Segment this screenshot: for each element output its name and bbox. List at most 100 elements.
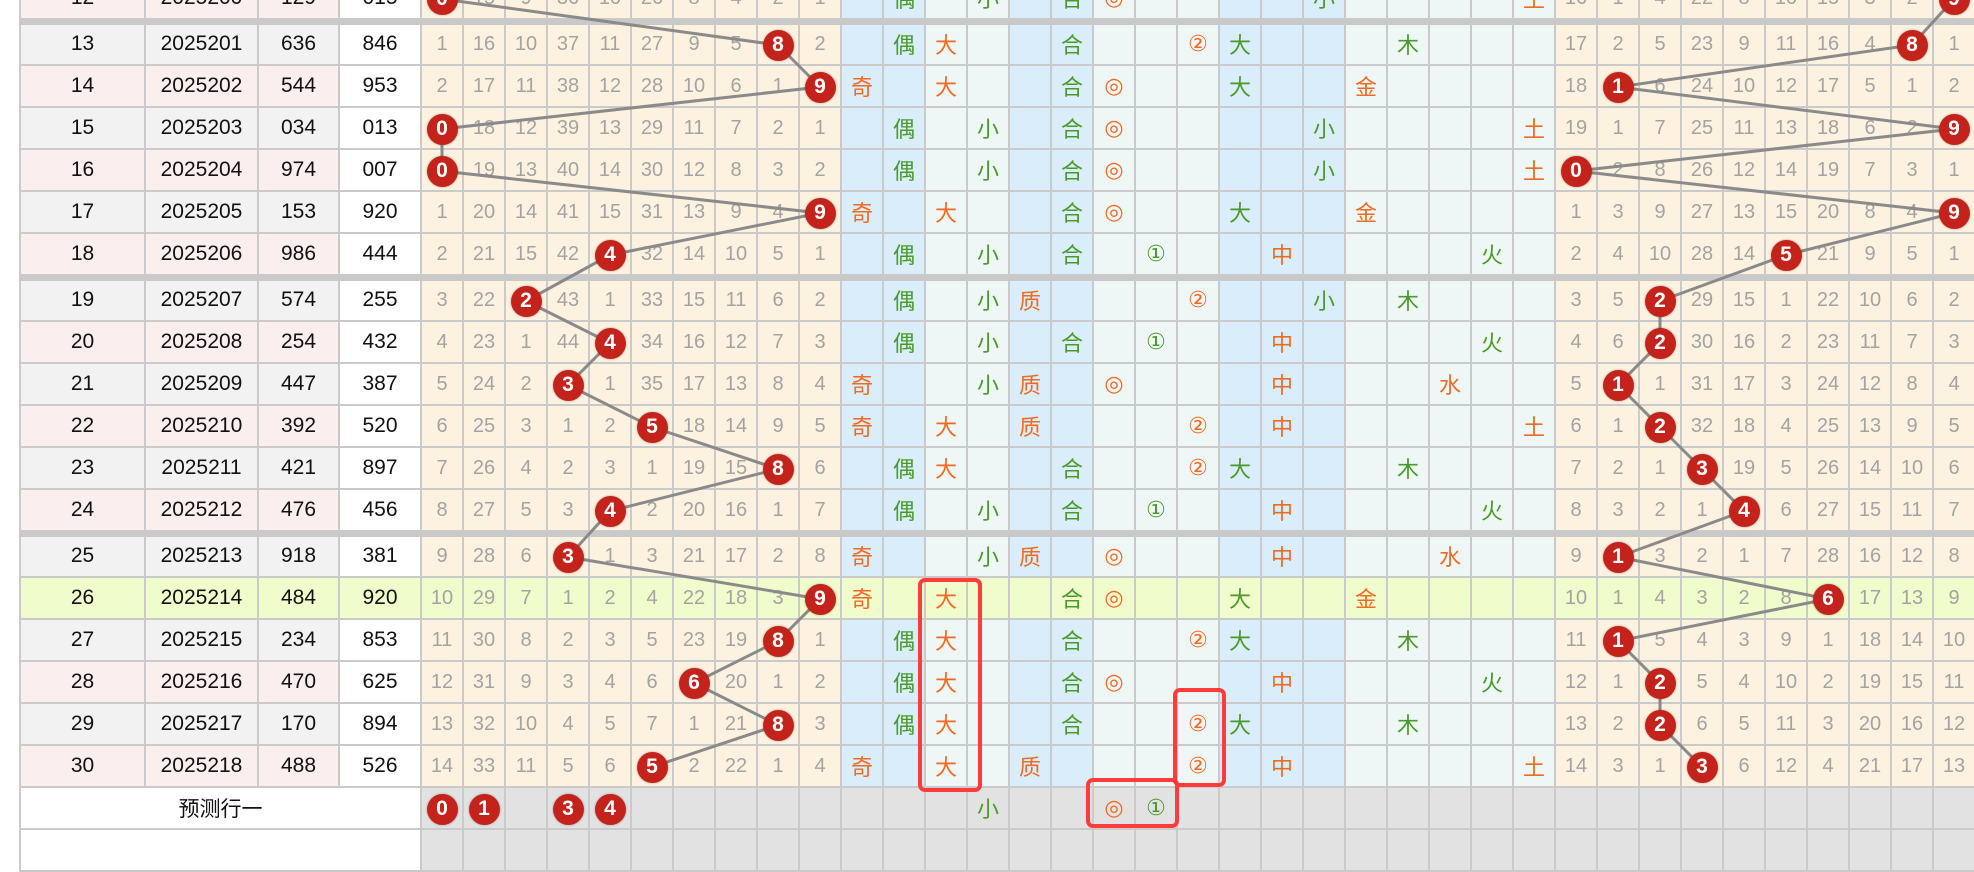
right-omission-cell: 4 xyxy=(1892,192,1934,234)
left-omission-cell: 4 xyxy=(632,578,674,620)
row-draw: 153 xyxy=(259,192,340,234)
forecast-symbol-cell xyxy=(1010,788,1052,830)
row-draw: 488 xyxy=(259,746,340,788)
symbol-cell: 大 xyxy=(926,578,968,620)
left-omission-cell: 1 xyxy=(590,280,632,322)
right-omission-cell: 16 xyxy=(1808,24,1850,66)
left-ball: 8 xyxy=(762,453,794,485)
trend-chart-table: 12202520012901501593610268421偶小合◎小土16142… xyxy=(19,0,1974,872)
symbol-cell xyxy=(1430,490,1472,532)
symbol-cell xyxy=(1388,536,1430,578)
symbol-cell xyxy=(1430,66,1472,108)
next-row-cell xyxy=(464,830,506,872)
left-omission-cell: 22 xyxy=(674,578,716,620)
row-test: 853 xyxy=(340,620,422,662)
right-omission-cell: 3 xyxy=(1850,0,1892,20)
symbol-cell xyxy=(1010,0,1052,20)
left-omission-cell: 15 xyxy=(464,0,506,20)
right-omission-cell: 2 xyxy=(1556,234,1598,276)
left-omission-cell: 3 xyxy=(800,322,842,364)
symbol-cell xyxy=(842,490,884,532)
right-omission-cell: 17 xyxy=(1724,364,1766,406)
symbol-cell: 奇 xyxy=(842,536,884,578)
right-omission-cell: 5 xyxy=(1850,66,1892,108)
right-omission-cell: 20 xyxy=(1850,704,1892,746)
right-omission-cell: 1 xyxy=(1892,66,1934,108)
left-omission-cell: 4 xyxy=(800,746,842,788)
symbol-cell xyxy=(1304,66,1346,108)
row-draw: 421 xyxy=(259,448,340,490)
right-omission-cell: 1 xyxy=(1934,234,1974,276)
forecast-symbol-cell xyxy=(1514,788,1556,830)
next-row-cell xyxy=(1556,830,1598,872)
symbol-cell xyxy=(1346,364,1388,406)
symbol-cell xyxy=(1472,108,1514,150)
row-period: 2025204 xyxy=(146,150,259,192)
left-omission-cell: 8 xyxy=(716,150,758,192)
symbol-cell xyxy=(1262,0,1304,20)
symbol-cell: 木 xyxy=(1388,280,1430,322)
right-omission-cell: 10 xyxy=(1850,280,1892,322)
right-omission-cell: 14 xyxy=(1766,150,1808,192)
forecast-symbol-cell xyxy=(1472,788,1514,830)
symbol-cell: 大 xyxy=(926,24,968,66)
symbol-cell xyxy=(1430,150,1472,192)
right-omission-cell: 10 xyxy=(1766,662,1808,704)
symbol-cell: 偶 xyxy=(884,150,926,192)
left-omission-cell: 1 xyxy=(674,704,716,746)
left-omission-cell: 10 xyxy=(506,24,548,66)
left-omission-cell: 42 xyxy=(548,234,590,276)
right-omission-cell: 26 xyxy=(1682,150,1724,192)
symbol-cell xyxy=(1388,322,1430,364)
symbol-cell xyxy=(1178,364,1220,406)
row-no: 24 xyxy=(19,490,146,532)
left-omission-cell: 14 xyxy=(716,406,758,448)
right-omission-cell: 3 xyxy=(1766,364,1808,406)
left-omission-cell: 11 xyxy=(590,24,632,66)
symbol-cell: ◎ xyxy=(1094,662,1136,704)
symbol-cell xyxy=(1136,150,1178,192)
left-omission-cell: 2 xyxy=(800,24,842,66)
forecast-symbol-cell xyxy=(842,788,884,830)
right-omission-cell: 13 xyxy=(1724,192,1766,234)
left-omission-cell: 35 xyxy=(632,364,674,406)
symbol-cell xyxy=(1472,746,1514,788)
right-omission-cell: 10 xyxy=(1724,66,1766,108)
left-omission-cell: 8 xyxy=(758,364,800,406)
row-draw: 234 xyxy=(259,620,340,662)
row-period: 2025203 xyxy=(146,108,259,150)
left-omission-cell: 12 xyxy=(674,150,716,192)
symbol-cell xyxy=(968,620,1010,662)
right-omission-cell: 1 xyxy=(1598,578,1640,620)
right-omission-cell: 3 xyxy=(1724,620,1766,662)
forecast-label: 预测行一 xyxy=(19,788,422,830)
symbol-cell xyxy=(1220,322,1262,364)
symbol-cell xyxy=(926,280,968,322)
symbol-cell: 小 xyxy=(968,490,1010,532)
symbol-cell: 大 xyxy=(926,620,968,662)
left-omission-cell: 19 xyxy=(464,150,506,192)
symbol-cell xyxy=(1136,364,1178,406)
symbol-cell xyxy=(1052,746,1094,788)
symbol-cell: 合 xyxy=(1052,448,1094,490)
symbol-cell xyxy=(1178,150,1220,192)
right-omission-cell: 27 xyxy=(1808,490,1850,532)
next-row-cell xyxy=(1304,830,1346,872)
left-omission-cell: 3 xyxy=(422,280,464,322)
left-omission-cell: 6 xyxy=(758,280,800,322)
row-test: 444 xyxy=(340,234,422,276)
symbol-cell: 合 xyxy=(1052,620,1094,662)
row-period: 2025210 xyxy=(146,406,259,448)
right-omission-cell: 9 xyxy=(1556,536,1598,578)
row-draw: 476 xyxy=(259,490,340,532)
forecast-ball: 1 xyxy=(468,793,500,825)
symbol-cell: 中 xyxy=(1262,406,1304,448)
right-omission-cell: 18 xyxy=(1808,108,1850,150)
right-omission-cell: 1 xyxy=(1556,192,1598,234)
left-omission-cell: 1 xyxy=(800,234,842,276)
right-omission-cell: 12 xyxy=(1724,150,1766,192)
left-omission-cell: 17 xyxy=(674,364,716,406)
right-ball: 2 xyxy=(1644,285,1676,317)
left-omission-cell: 3 xyxy=(590,448,632,490)
row-period: 2025206 xyxy=(146,234,259,276)
